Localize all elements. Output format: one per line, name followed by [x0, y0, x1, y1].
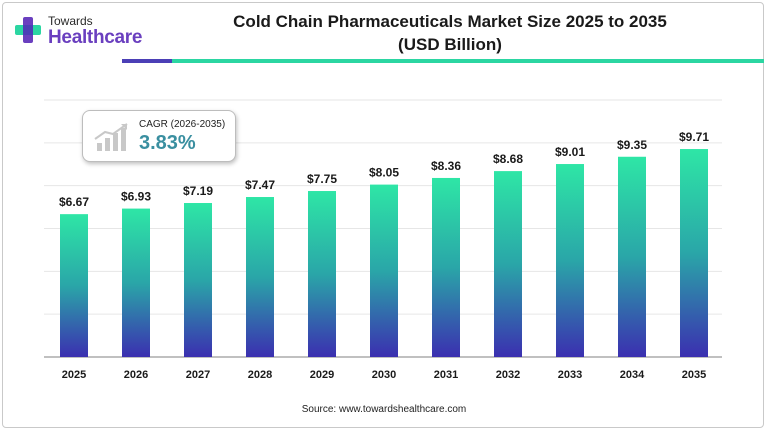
- data-label: $9.71: [679, 130, 709, 144]
- cagr-label: CAGR (2026-2035): [139, 119, 226, 130]
- medical-cross-icon: [15, 17, 41, 43]
- bar-2030: [370, 184, 398, 357]
- value-labels: $6.67 $6.93 $7.19 $7.47 $7.75 $8.05 $8.36 $8.68…: [59, 130, 709, 209]
- x-tick-label: 2032: [496, 369, 520, 381]
- bars: [60, 149, 708, 357]
- x-tick-labels: 2025 2026 2027 2028 2029 2030 2031 2032 2033 2034…: [62, 369, 706, 381]
- chart-title-line2: (USD Billion): [398, 35, 502, 54]
- bar-2027: [184, 203, 212, 357]
- header-rule: [172, 59, 764, 63]
- brand-logo: Towards Healthcare: [14, 10, 174, 56]
- x-tick-label: 2031: [434, 369, 458, 381]
- data-label: $8.68: [493, 152, 523, 166]
- bar-2035: [680, 149, 708, 357]
- source-note: Source: www.towardshealthcare.com: [301, 404, 467, 415]
- growth-chart-icon: [94, 123, 128, 151]
- bar-2025: [60, 214, 88, 357]
- bar-2033: [556, 164, 584, 357]
- brand-name-bottom: Healthcare: [48, 27, 143, 48]
- bar-2034: [618, 156, 646, 357]
- x-tick-label: 2028: [248, 369, 272, 381]
- data-label: $7.75: [307, 172, 337, 186]
- bar-2029: [308, 191, 336, 357]
- chart-frame: [2, 2, 764, 428]
- header-rule-accent: [122, 59, 172, 63]
- x-tick-label: 2034: [620, 369, 645, 381]
- x-tick-label: 2026: [124, 369, 148, 381]
- x-tick-label: 2029: [310, 369, 334, 381]
- data-label: $6.93: [121, 190, 151, 204]
- data-label: $9.01: [555, 145, 585, 159]
- x-tick-label: 2027: [186, 369, 210, 381]
- brand-name-top: Towards: [48, 14, 93, 28]
- data-label: $7.19: [183, 184, 213, 198]
- bar-2032: [494, 171, 522, 357]
- data-label: $8.05: [369, 166, 399, 180]
- data-label: $9.35: [617, 138, 647, 152]
- bar-2026: [122, 208, 150, 357]
- bar-2031: [432, 177, 460, 357]
- data-label: $6.67: [59, 195, 89, 209]
- x-tick-label: 2035: [682, 369, 706, 381]
- bar-2028: [246, 197, 274, 357]
- cagr-callout: CAGR (2026-2035) 3.83%: [82, 110, 236, 162]
- chart-title-line1: Cold Chain Pharmaceuticals Market Size 2…: [233, 12, 667, 31]
- x-tick-label: 2033: [558, 369, 582, 381]
- chart-title: Cold Chain Pharmaceuticals Market Size 2…: [190, 10, 710, 56]
- data-label: $8.36: [431, 159, 461, 173]
- x-tick-label: 2025: [62, 369, 86, 381]
- data-label: $7.47: [245, 178, 275, 192]
- x-tick-label: 2030: [372, 369, 396, 381]
- cagr-value: 3.83%: [139, 132, 196, 154]
